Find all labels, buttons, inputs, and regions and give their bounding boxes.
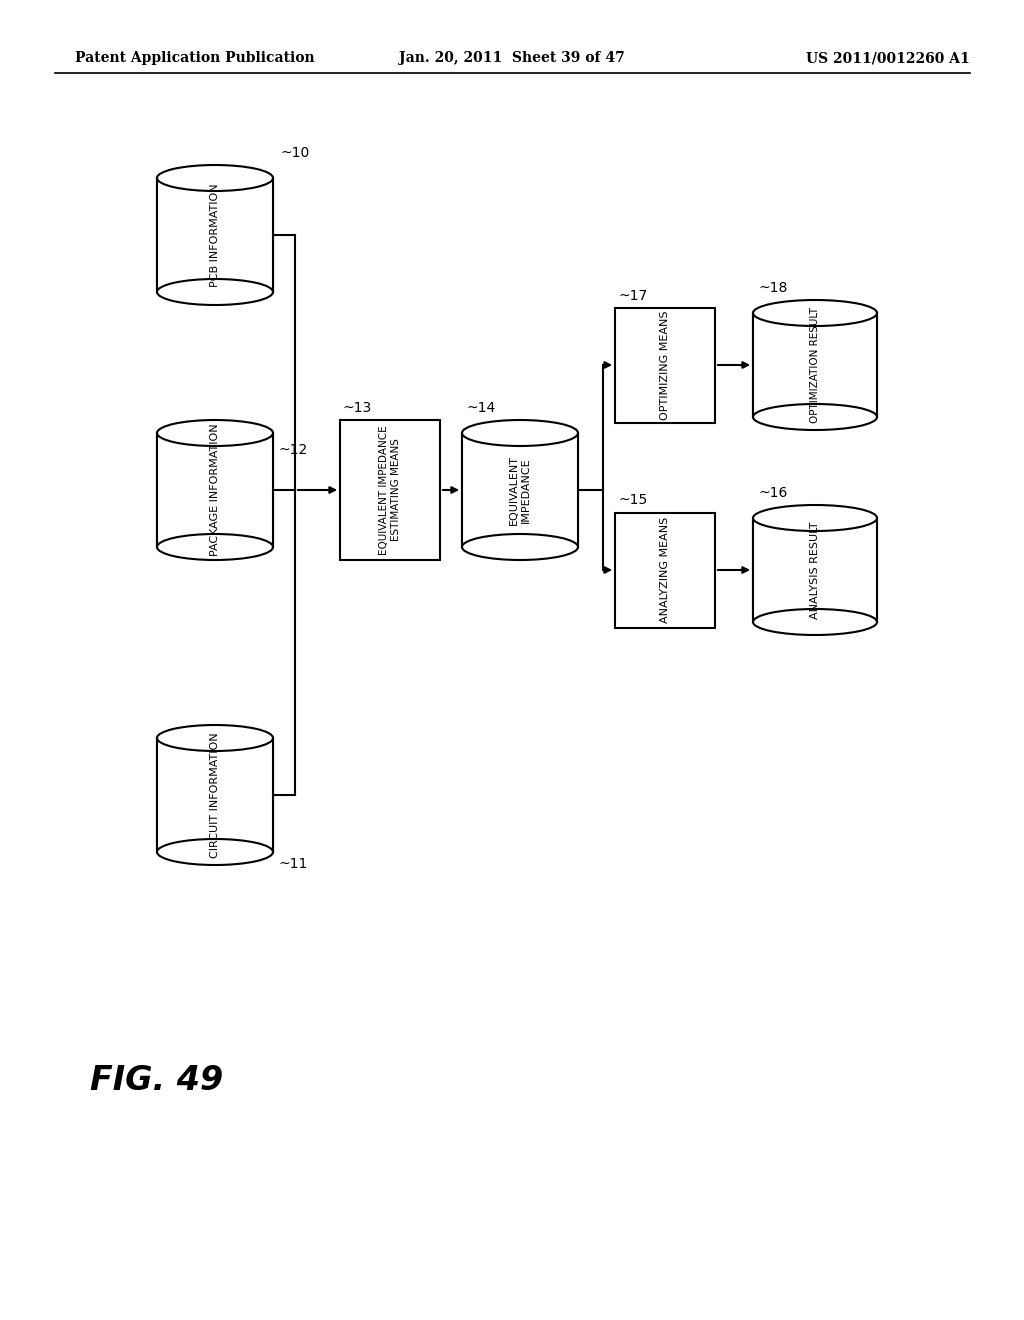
Text: PCB INFORMATION: PCB INFORMATION (210, 183, 220, 286)
Text: FIG. 49: FIG. 49 (90, 1064, 223, 1097)
Ellipse shape (753, 506, 877, 531)
Text: ~15: ~15 (618, 494, 647, 507)
Text: EQUIVALENT
IMPEDANCE: EQUIVALENT IMPEDANCE (509, 455, 530, 525)
Ellipse shape (157, 279, 273, 305)
Text: ANALYZING MEANS: ANALYZING MEANS (660, 517, 670, 623)
Ellipse shape (157, 420, 273, 446)
Ellipse shape (462, 535, 578, 560)
Ellipse shape (753, 404, 877, 430)
Text: US 2011/0012260 A1: US 2011/0012260 A1 (806, 51, 970, 65)
Text: CIRCUIT INFORMATION: CIRCUIT INFORMATION (210, 733, 220, 858)
FancyBboxPatch shape (157, 433, 273, 546)
Text: Patent Application Publication: Patent Application Publication (75, 51, 314, 65)
Text: EQUIVALENT IMPEDANCE
ESTIMATING MEANS: EQUIVALENT IMPEDANCE ESTIMATING MEANS (379, 425, 400, 554)
FancyBboxPatch shape (462, 433, 578, 546)
Text: ~12: ~12 (278, 444, 307, 457)
Text: OPTIMIZING MEANS: OPTIMIZING MEANS (660, 310, 670, 420)
Ellipse shape (157, 725, 273, 751)
Ellipse shape (157, 165, 273, 191)
FancyBboxPatch shape (753, 517, 877, 622)
Text: ~16: ~16 (758, 486, 787, 500)
FancyBboxPatch shape (753, 313, 877, 417)
Text: ~18: ~18 (758, 281, 787, 294)
Ellipse shape (157, 840, 273, 865)
Ellipse shape (462, 420, 578, 446)
FancyBboxPatch shape (157, 738, 273, 851)
Ellipse shape (157, 535, 273, 560)
Bar (615, 512, 715, 627)
Ellipse shape (753, 609, 877, 635)
Text: ANALYSIS RESULT: ANALYSIS RESULT (810, 521, 820, 619)
Bar (340, 420, 440, 560)
Text: OPTIMIZATION RESULT: OPTIMIZATION RESULT (810, 308, 820, 422)
Text: PACKAGE INFORMATION: PACKAGE INFORMATION (210, 424, 220, 556)
Text: ~11: ~11 (278, 857, 307, 871)
FancyBboxPatch shape (157, 178, 273, 292)
Text: ~13: ~13 (343, 401, 373, 414)
Bar (615, 308, 715, 422)
Text: Jan. 20, 2011  Sheet 39 of 47: Jan. 20, 2011 Sheet 39 of 47 (399, 51, 625, 65)
Text: ~17: ~17 (618, 289, 647, 302)
Ellipse shape (753, 300, 877, 326)
Text: ~14: ~14 (467, 401, 497, 414)
Text: ~10: ~10 (281, 147, 310, 160)
